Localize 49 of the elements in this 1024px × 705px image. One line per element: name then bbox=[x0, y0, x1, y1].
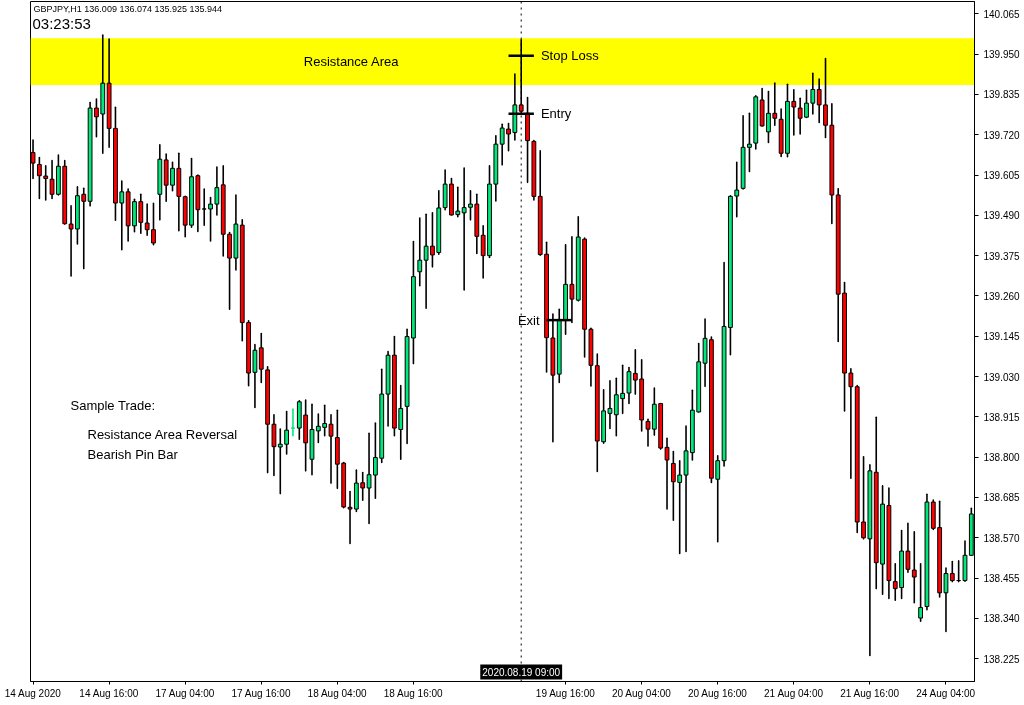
x-tick-label: 14 Aug 2020 bbox=[4, 687, 62, 699]
y-tick-label: 139.490 bbox=[983, 210, 1021, 222]
candlestick bbox=[911, 531, 917, 604]
x-tick-label: 17 Aug 04:00 bbox=[155, 687, 215, 699]
x-tick-label: 20 Aug 04:00 bbox=[611, 687, 672, 699]
series-label: Entry bbox=[540, 106, 572, 122]
x-tick-label: 19 Aug 16:00 bbox=[535, 687, 596, 699]
y-tick-label: 139.950 bbox=[983, 49, 1021, 61]
y-tick-label: 139.835 bbox=[983, 89, 1021, 101]
y-tick-label: 139.605 bbox=[983, 170, 1021, 182]
y-tick-label: 139.375 bbox=[983, 250, 1021, 262]
x-tick-label: 21 Aug 04:00 bbox=[764, 687, 824, 699]
candlestick bbox=[258, 332, 264, 384]
band-label: Resistance Area bbox=[303, 54, 400, 70]
x-tick-label: 18 Aug 16:00 bbox=[383, 687, 444, 699]
y-tick-label: 138.570 bbox=[983, 532, 1021, 544]
candlestick bbox=[43, 165, 49, 201]
y-tick-label: 138.800 bbox=[983, 452, 1021, 464]
y-tick-label: 139.720 bbox=[983, 129, 1021, 141]
x-tick-label: 17 Aug 16:00 bbox=[231, 687, 291, 699]
y-tick-label: 138.685 bbox=[983, 492, 1021, 504]
candlestick bbox=[290, 408, 296, 437]
y-tick-label: 138.225 bbox=[983, 653, 1021, 665]
x-tick-label: 21 Aug 16:00 bbox=[840, 687, 900, 699]
x-tick-label: 20 Aug 16:00 bbox=[687, 687, 748, 699]
y-tick-label: 140.065 bbox=[983, 8, 1021, 20]
chart-title: GBPJPY,H1 136.009 136.074 135.925 135.944 bbox=[33, 3, 222, 14]
series-label: Stop Loss bbox=[540, 48, 600, 64]
x-tick-label: 24 Aug 04:00 bbox=[916, 687, 976, 699]
text: 03:23:53 bbox=[32, 14, 91, 32]
x-tick-label: 14 Aug 16:00 bbox=[79, 687, 139, 699]
x-tick-label: 18 Aug 04:00 bbox=[307, 687, 367, 699]
candlestick bbox=[36, 156, 42, 200]
candlestick bbox=[810, 72, 816, 115]
y-tick-label: 139.145 bbox=[983, 331, 1021, 343]
candlestick bbox=[201, 188, 207, 226]
candlestick bbox=[918, 562, 924, 623]
annotation: Sample Trade: bbox=[70, 397, 156, 413]
x-tick-label: 2020.08.19 09:00 bbox=[482, 666, 561, 678]
candlestick bbox=[734, 161, 740, 218]
y-tick-label: 139.260 bbox=[983, 290, 1021, 302]
series-label: Exit bbox=[517, 312, 540, 328]
y-tick-label: 138.340 bbox=[983, 613, 1021, 625]
y-tick-label: 138.915 bbox=[983, 411, 1021, 423]
annotation: Bearish Pin Bar bbox=[87, 446, 179, 462]
candlestick bbox=[417, 217, 423, 287]
y-tick-label: 138.455 bbox=[983, 573, 1021, 585]
y-tick-label: 139.030 bbox=[983, 371, 1021, 383]
annotation: Resistance Area Reversal bbox=[87, 426, 238, 442]
